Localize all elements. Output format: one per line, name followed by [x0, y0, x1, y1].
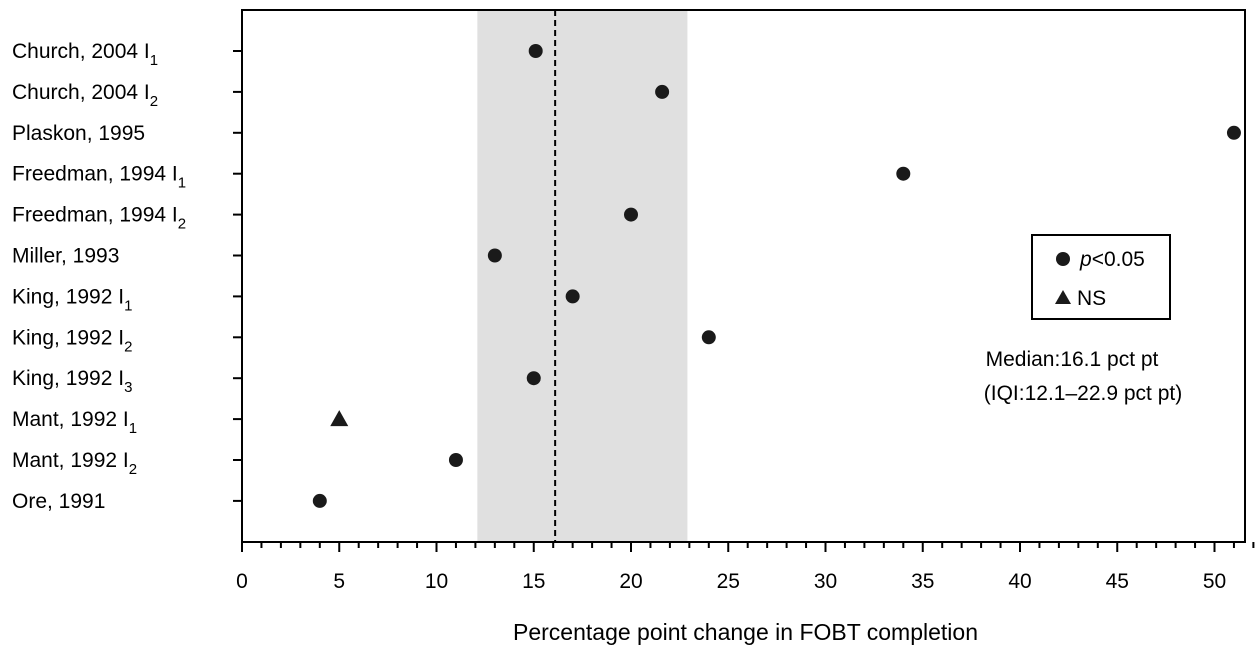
study-name: Mant, 1992 I: [12, 408, 129, 431]
intervention-subscript: 2: [124, 338, 132, 355]
study-label: Freedman, 1994 I1: [12, 163, 186, 192]
study-row: King, 1992 I1: [12, 285, 580, 314]
significant-point-marker: [1226, 125, 1241, 140]
iqr-note: (IQI:12.1–22.9 pct pt): [984, 382, 1182, 405]
study-label: Church, 2004 I1: [12, 40, 158, 69]
study-row: King, 1992 I3: [12, 367, 541, 396]
study-name: Church, 2004 I: [12, 40, 150, 63]
legend-p-symbol: p: [1079, 248, 1092, 271]
significant-point-marker: [655, 84, 670, 99]
x-tick-label: 10: [425, 570, 448, 593]
study-name: Mant, 1992 I: [12, 449, 129, 472]
significant-point-marker: [701, 330, 716, 345]
intervention-subscript: 1: [124, 297, 132, 314]
study-label: Plaskon, 1995: [12, 122, 145, 145]
x-tick-label: 45: [1106, 570, 1129, 593]
x-axis-ticks: [241, 542, 1255, 552]
study-name: King, 1992 I: [12, 285, 124, 308]
intervention-subscript: 2: [178, 216, 186, 233]
study-label: Mant, 1992 I1: [12, 408, 137, 437]
legend-circle-marker: [1056, 252, 1070, 266]
intervention-subscript: 1: [129, 420, 137, 437]
x-tick-label: 0: [236, 570, 248, 593]
study-name: Freedman, 1994 I: [12, 204, 178, 227]
study-name: King, 1992 I: [12, 326, 124, 349]
study-label: King, 1992 I2: [12, 326, 132, 355]
study-name: Miller, 1993: [12, 245, 119, 268]
x-tick-label: 20: [619, 570, 642, 593]
significant-point-marker: [528, 44, 543, 58]
significant-point-marker: [624, 207, 638, 222]
study-label: King, 1992 I3: [12, 367, 132, 396]
study-label: Church, 2004 I2: [12, 81, 158, 110]
legend: p<0.05 NS: [1031, 234, 1171, 320]
ns-point-marker: [330, 410, 349, 427]
x-tick-label: 35: [911, 570, 934, 593]
study-name: King, 1992 I: [12, 367, 124, 390]
x-tick-label: 50: [1203, 570, 1226, 593]
significant-point-marker: [526, 371, 541, 386]
legend-p-threshold: <0.05: [1092, 248, 1145, 271]
study-row: Church, 2004 I1: [12, 40, 543, 69]
median-note: Median:16.1 pct pt: [986, 348, 1159, 371]
plot-frame: [241, 9, 1246, 543]
study-name: Ore, 1991: [12, 490, 105, 513]
legend-entry-ns: NS: [1077, 287, 1106, 310]
significant-point-marker: [896, 166, 911, 181]
study-label: Miller, 1993: [12, 245, 119, 268]
legend-box: [1031, 234, 1171, 320]
significant-point-marker: [487, 248, 502, 263]
study-row: Mant, 1992 I1: [12, 408, 349, 437]
study-label: King, 1992 I1: [12, 285, 132, 314]
x-tick-label: 15: [522, 570, 545, 593]
x-axis-title: Percentage point change in FOBT completi…: [513, 619, 978, 645]
iqr-band: [477, 10, 688, 542]
intervention-subscript: 1: [178, 175, 186, 192]
x-tick-label: 30: [814, 570, 837, 593]
study-row: Miller, 1993: [12, 245, 502, 268]
x-tick-labels: 0 5 10 15 20 25 30 35 40 45 50: [236, 570, 1226, 593]
study-name: Plaskon, 1995: [12, 122, 145, 145]
study-row: Mant, 1992 I2: [12, 449, 463, 478]
study-row: Freedman, 1994 I1: [12, 163, 911, 192]
significant-point-marker: [565, 289, 580, 304]
study-row: King, 1992 I2: [12, 326, 716, 355]
significant-point-marker: [448, 453, 463, 467]
legend-triangle-marker: [1055, 290, 1071, 304]
study-name: Freedman, 1994 I: [12, 163, 178, 186]
x-tick-label: 25: [717, 570, 740, 593]
study-row: Plaskon, 1995: [12, 122, 1241, 145]
study-label: Freedman, 1994 I2: [12, 204, 186, 233]
x-tick-label: 40: [1008, 570, 1031, 593]
intervention-subscript: 2: [150, 93, 158, 110]
study-row: Freedman, 1994 I2: [12, 204, 638, 233]
significant-point-marker: [312, 493, 327, 508]
study-row: Church, 2004 I2: [12, 81, 670, 110]
intervention-subscript: 3: [124, 379, 132, 396]
study-label: Ore, 1991: [12, 490, 105, 513]
study-label: Mant, 1992 I2: [12, 449, 137, 478]
intervention-subscript: 1: [150, 52, 158, 69]
legend-entry-significant: p<0.05: [1079, 248, 1145, 271]
study-name: Church, 2004 I: [12, 81, 150, 104]
intervention-subscript: 2: [129, 461, 137, 478]
x-tick-label: 5: [333, 570, 345, 593]
study-row: Ore, 1991: [12, 490, 327, 513]
